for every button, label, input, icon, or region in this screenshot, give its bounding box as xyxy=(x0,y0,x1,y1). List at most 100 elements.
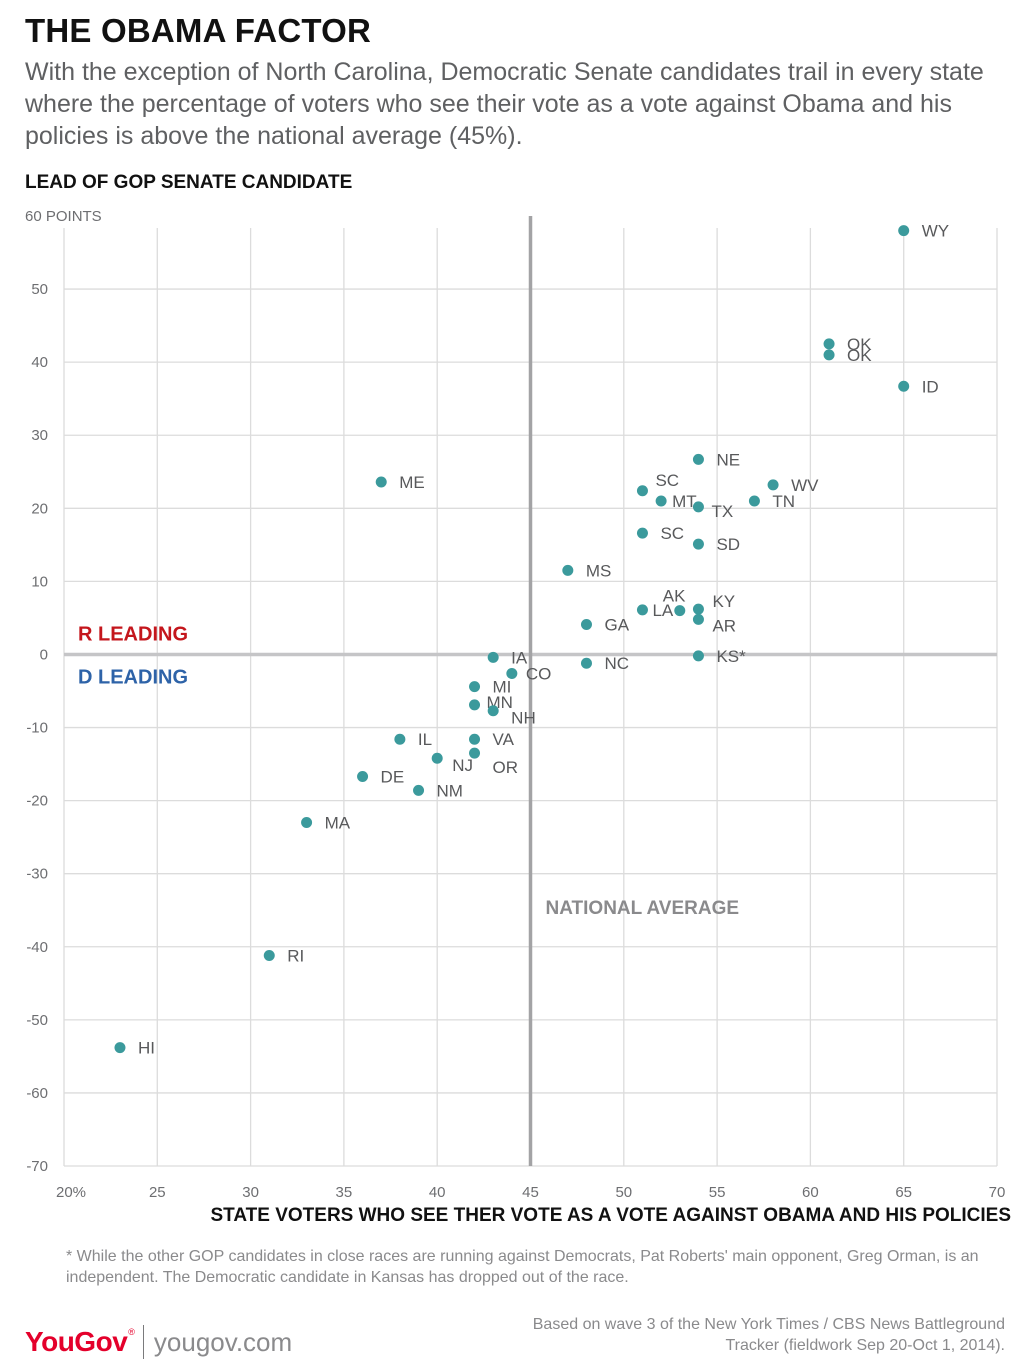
yougov-logo: YouGov ® yougov.com xyxy=(25,1322,292,1362)
point-ok xyxy=(823,338,835,350)
annotations: R LEADING D LEADING NATIONAL AVERAGE xyxy=(78,623,739,918)
y-tick-label: -40 xyxy=(26,939,48,956)
point-label: WV xyxy=(791,476,819,495)
point-label: CO xyxy=(526,664,552,683)
point-label: KY xyxy=(712,592,735,611)
point-label: NE xyxy=(716,450,740,469)
point-ak xyxy=(674,605,686,617)
point-label: AR xyxy=(712,616,736,635)
point-label: TX xyxy=(711,502,733,521)
point-nj xyxy=(431,752,443,764)
y-tick-label: -30 xyxy=(26,866,48,883)
point-label: OR xyxy=(493,758,519,777)
point-tx xyxy=(692,501,704,513)
point-hi xyxy=(114,1042,126,1054)
y-tick-label: 20 xyxy=(31,500,48,517)
point-label: MA xyxy=(325,814,351,833)
y-tick-label: -20 xyxy=(26,793,48,810)
x-tick-label: 45 xyxy=(522,1184,539,1201)
y-tick-label: 50 xyxy=(31,281,48,298)
point-ks xyxy=(692,650,704,662)
x-tick-label: 70 xyxy=(989,1184,1006,1201)
point-label: MS xyxy=(586,561,612,580)
point-ri xyxy=(263,950,275,962)
footnote: * While the other GOP candidates in clos… xyxy=(66,1248,979,1286)
point-mi xyxy=(469,681,481,693)
point-id xyxy=(898,380,910,392)
point-or xyxy=(469,747,481,759)
point-label: NH xyxy=(511,709,536,728)
y-tick-label: 10 xyxy=(31,573,48,590)
point-label: TN xyxy=(772,492,795,511)
point-label: SC xyxy=(660,524,684,543)
point-label: RI xyxy=(287,947,304,966)
point-sd xyxy=(692,538,704,550)
x-tick-label: 40 xyxy=(429,1184,446,1201)
point-ia xyxy=(487,651,499,663)
point-label: NJ xyxy=(452,756,473,775)
point-label: SD xyxy=(716,535,740,554)
point-tn xyxy=(748,495,760,507)
point-label: VA xyxy=(493,730,515,749)
point-label: HI xyxy=(138,1039,155,1058)
point-label: DE xyxy=(381,768,405,787)
x-tick-label: 35 xyxy=(336,1184,353,1201)
point-ne xyxy=(692,453,704,465)
point-label: MI xyxy=(493,678,512,697)
point-label: IA xyxy=(511,648,528,667)
logo-divider xyxy=(142,1325,144,1359)
point-nm xyxy=(413,784,425,796)
x-tick-label: 25 xyxy=(149,1184,166,1201)
point-de xyxy=(357,771,369,782)
point-label: AK xyxy=(663,587,686,606)
point-la xyxy=(636,604,648,616)
point-label: SC xyxy=(655,471,679,490)
point-wy xyxy=(898,225,910,237)
point-wv xyxy=(767,479,779,491)
y-tick-label: 40 xyxy=(31,354,48,371)
registered-mark-icon: ® xyxy=(128,1327,135,1337)
point-label: OK xyxy=(847,346,872,365)
y-tick-label: 0 xyxy=(40,646,48,663)
point-ga xyxy=(580,619,592,630)
y-tick-label: 60 POINTS xyxy=(25,208,102,225)
point-mn xyxy=(469,699,481,711)
d-leading-label: D LEADING xyxy=(78,666,188,688)
point-label: NC xyxy=(604,654,629,673)
point-label: ME xyxy=(399,473,425,492)
point-label: WY xyxy=(922,222,949,241)
point-label: LA xyxy=(652,601,673,620)
point-co xyxy=(506,667,518,679)
y-tick-label: -60 xyxy=(26,1085,48,1102)
point-mt xyxy=(655,495,667,507)
x-tick-label: 50 xyxy=(615,1184,632,1201)
point-label: KS* xyxy=(716,647,746,666)
point-label: NM xyxy=(437,781,463,800)
point-ar xyxy=(692,613,704,625)
y-tick-label: -10 xyxy=(26,720,48,737)
x-tick-label: 30 xyxy=(242,1184,259,1201)
point-label: MT xyxy=(672,492,697,511)
point-va xyxy=(469,733,481,745)
x-tick-label: 55 xyxy=(709,1184,726,1201)
chart-subtitle: With the exception of North Carolina, De… xyxy=(25,58,984,150)
x-axis-title: STATE VOTERS WHO SEE THER VOTE AS A VOTE… xyxy=(210,1205,1011,1226)
x-tick-label: 20% xyxy=(56,1184,86,1201)
point-il xyxy=(394,733,406,745)
reference-lines xyxy=(64,216,997,1166)
point-label: IL xyxy=(418,730,432,749)
point-ky xyxy=(692,603,704,615)
point-nh xyxy=(487,705,499,717)
r-leading-label: R LEADING xyxy=(78,623,188,645)
y-tick-label: -50 xyxy=(26,1012,48,1029)
y-tick-label: 30 xyxy=(31,427,48,444)
axis-ticks: 20% 25 30 35 40 45 50 55 60 65 70 60 POINTS 50 40 30 20… xyxy=(25,208,1005,1201)
y-tick-label: -70 xyxy=(26,1158,48,1175)
source-note: Based on wave 3 of the New York Times / … xyxy=(532,1316,1005,1354)
logo-brand: YouGov xyxy=(25,1326,128,1357)
point-label: ID xyxy=(922,377,939,396)
point-label: OK xyxy=(847,335,872,354)
logo-url: yougov.com xyxy=(153,1326,293,1357)
